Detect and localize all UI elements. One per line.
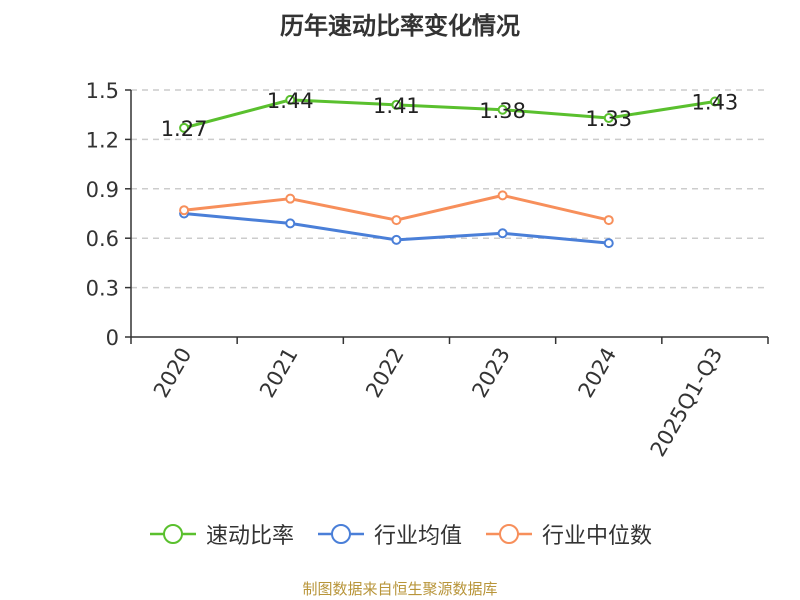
data-point (179, 122, 190, 133)
legend-item-industry-mean[interactable]: 行业均值 (316, 518, 462, 550)
data-point (497, 104, 508, 115)
legend: 速动比率 行业均值 行业中位数 (0, 518, 800, 550)
y-tick-label: 1.5 (86, 79, 119, 103)
legend-label: 速动比率 (205, 524, 294, 549)
y-tick-label: 0.9 (86, 178, 119, 202)
data-label: 1.41 (373, 94, 420, 118)
legend-line-icon (149, 524, 196, 544)
data-label: 1.43 (692, 91, 739, 115)
legend-label: 行业中位数 (542, 524, 653, 549)
y-tick-label: 0 (106, 326, 119, 350)
x-tick-label: 2022 (361, 344, 409, 402)
x-tick-label: 2020 (149, 344, 197, 402)
axes (125, 89, 769, 344)
data-point (391, 215, 402, 226)
data-point (709, 96, 720, 107)
legend-label: 行业均值 (373, 524, 462, 549)
data-label: 1.33 (585, 107, 632, 131)
data-point (391, 99, 402, 110)
data-point (285, 193, 296, 204)
data-label: 1.38 (479, 99, 526, 123)
line-chart: 0 0.3 0.6 0.9 1.2 1.5 2020 2021 2022 2023 2024 2025… (86, 79, 769, 461)
x-tick-label: 2024 (574, 344, 622, 402)
data-labels: 1.27 1.44 1.41 1.38 1.33 1.43 (161, 89, 739, 141)
data-point (179, 205, 190, 216)
series-group (179, 94, 720, 249)
data-label: 1.27 (161, 117, 208, 141)
series-line-0 (183, 98, 716, 130)
data-point (603, 238, 614, 249)
source-note: 制图数据来自恒生聚源数据库 (302, 580, 498, 598)
data-point (497, 190, 508, 201)
legend-item-quick-ratio[interactable]: 速动比率 (148, 518, 294, 550)
x-tick-label: 2025Q1-Q3 (646, 344, 728, 461)
legend-line-icon (317, 524, 364, 544)
grid-lines (131, 89, 768, 289)
y-tick-label: 0.6 (86, 227, 119, 251)
data-point (603, 215, 614, 226)
y-tick-label: 1.2 (86, 128, 119, 152)
legend-item-industry-median[interactable]: 行业中位数 (484, 518, 652, 550)
x-tick-label: 2021 (255, 344, 303, 402)
data-point (285, 94, 296, 105)
data-point (497, 228, 508, 239)
data-label: 1.44 (267, 89, 314, 113)
chart-title: 历年速动比率变化情况 (280, 12, 520, 40)
data-point (285, 218, 296, 229)
y-tick-label: 0.3 (86, 277, 119, 301)
legend-line-icon (486, 524, 532, 544)
data-point (391, 234, 402, 245)
data-point (603, 112, 614, 123)
x-tick-label: 2023 (467, 344, 515, 402)
